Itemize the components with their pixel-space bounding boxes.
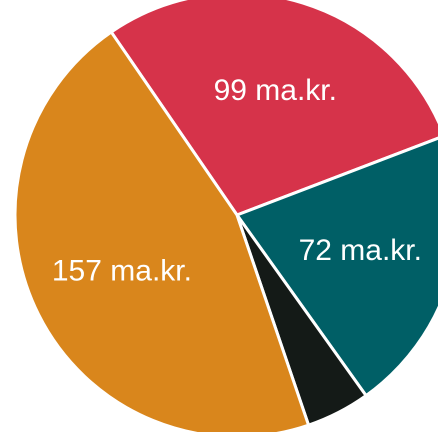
data-label: 157 ma.kr.: [52, 255, 192, 288]
data-label: 99 ma.kr.: [214, 74, 337, 107]
data-label: 72 ma.kr.: [299, 234, 422, 267]
pie-slice: [235, 136, 438, 398]
pie-slice: [13, 30, 311, 432]
pie-slice: [109, 0, 438, 217]
